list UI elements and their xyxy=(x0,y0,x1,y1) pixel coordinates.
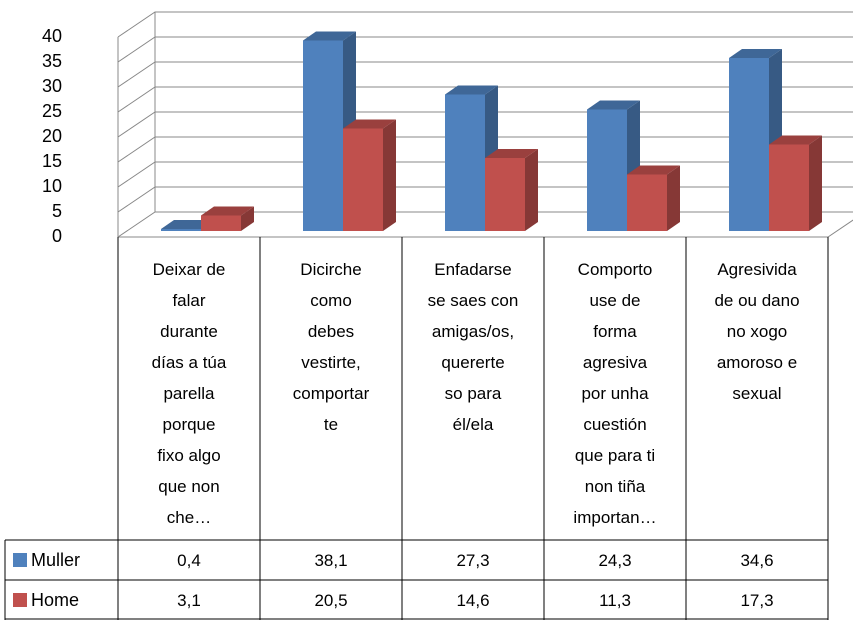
bar-side xyxy=(667,165,680,231)
bar-front xyxy=(627,174,667,231)
category-label: Agresivida de ou dano no xogo amoroso e … xyxy=(714,260,800,403)
bar-front xyxy=(485,158,525,231)
bar-front xyxy=(201,215,241,231)
bar-side xyxy=(809,135,822,231)
value-label: 17,3 xyxy=(740,591,774,610)
bar-top xyxy=(343,119,396,129)
bar xyxy=(729,49,782,231)
bar xyxy=(485,149,538,231)
bar-front xyxy=(445,94,485,231)
grid-line xyxy=(117,36,853,63)
grid-line xyxy=(117,11,853,38)
value-label: 38,1 xyxy=(314,551,348,570)
bar-top xyxy=(769,135,822,145)
grid-line xyxy=(117,61,853,88)
category-label: Comporto use de forma agresiva por unha … xyxy=(573,260,657,527)
bar-front xyxy=(343,128,383,231)
bar-side xyxy=(525,149,538,231)
value-label: 20,5 xyxy=(314,591,348,610)
value-label: 3,1 xyxy=(177,591,201,610)
bar-top xyxy=(587,100,640,110)
category-label: Dicirche como debes vestirte, comportar … xyxy=(292,260,370,434)
bar-top xyxy=(627,165,680,175)
y-tick-label: 10 xyxy=(42,176,62,196)
bar-top xyxy=(485,149,538,158)
bar-top xyxy=(161,220,214,229)
bar-front xyxy=(161,229,201,231)
bar-side xyxy=(383,119,396,231)
bar-side xyxy=(241,206,254,231)
legend-key xyxy=(13,593,27,607)
y-tick-label: 5 xyxy=(52,201,62,221)
y-tick-label: 25 xyxy=(42,101,62,121)
value-label: 24,3 xyxy=(598,551,632,570)
value-label: 14,6 xyxy=(456,591,490,610)
y-tick-label: 40 xyxy=(42,26,62,46)
bar xyxy=(343,119,396,231)
bar-front xyxy=(729,58,769,231)
bar-top xyxy=(303,31,356,41)
value-label: 27,3 xyxy=(456,551,490,570)
bar-top xyxy=(729,49,782,58)
bar xyxy=(769,135,822,231)
value-label: 0,4 xyxy=(177,551,201,570)
bar-front xyxy=(303,40,343,231)
legend-label: Home xyxy=(31,590,79,610)
bar-front xyxy=(587,109,627,231)
y-tick-label: 15 xyxy=(42,151,62,171)
bar-front xyxy=(769,144,809,231)
category-label: Deixar de falar durante días a túa parel… xyxy=(151,260,227,527)
bar-top xyxy=(445,85,498,95)
y-tick-label: 35 xyxy=(42,51,62,71)
bar xyxy=(201,206,254,231)
bar-top xyxy=(201,206,254,216)
y-tick-label: 30 xyxy=(42,76,62,96)
bar xyxy=(627,165,680,231)
value-label: 34,6 xyxy=(740,551,774,570)
legend-key xyxy=(13,553,27,567)
category-label: Enfadarse se saes con amigas/os, querert… xyxy=(427,260,519,434)
value-label: 11,3 xyxy=(599,591,631,610)
legend-label: Muller xyxy=(31,550,80,570)
y-tick-label: 0 xyxy=(52,226,62,246)
grid-line xyxy=(117,86,853,113)
y-tick-label: 20 xyxy=(42,126,62,146)
